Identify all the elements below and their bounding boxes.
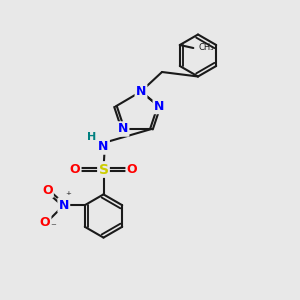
Text: N: N <box>58 199 69 212</box>
Text: N: N <box>136 85 146 98</box>
Text: CH₃: CH₃ <box>199 44 214 52</box>
Text: O: O <box>70 163 80 176</box>
Text: O: O <box>40 216 50 229</box>
Text: O: O <box>42 184 52 197</box>
Text: H: H <box>87 131 96 142</box>
Text: N: N <box>98 140 109 154</box>
Text: O: O <box>127 163 137 176</box>
Text: N: N <box>154 100 164 113</box>
Text: S: S <box>98 163 109 176</box>
Text: ⁻: ⁻ <box>50 223 56 233</box>
Text: N: N <box>118 122 128 136</box>
Text: ⁺: ⁺ <box>65 191 71 201</box>
